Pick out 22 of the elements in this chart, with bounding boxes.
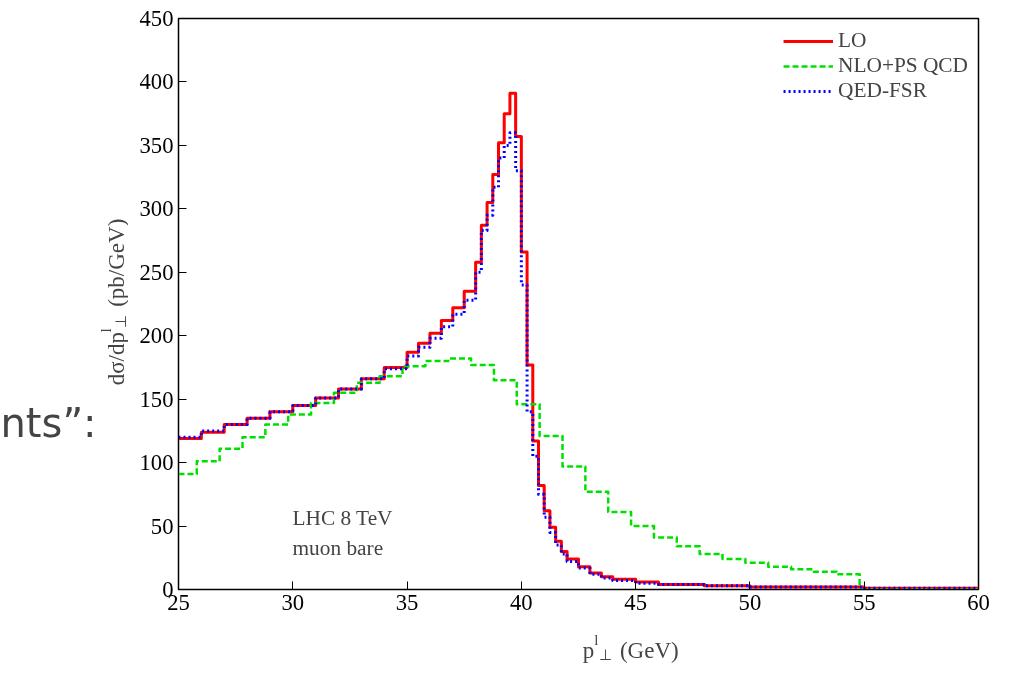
legend-label: QED-FSR (838, 78, 927, 103)
y-tick-label: 100 (139, 450, 174, 476)
y-tick-label: 50 (150, 513, 174, 539)
x-tick-label: 50 (738, 589, 762, 615)
y-tick-label: 350 (139, 132, 174, 158)
y-tick-label: 200 (139, 323, 174, 349)
x-tick-label: 45 (624, 589, 647, 615)
annotation: LHC 8 TeV (292, 505, 394, 530)
legend-label: NLO+PS QCD (838, 53, 968, 78)
x-tick-label: 55 (852, 589, 876, 615)
y-tick-label: 300 (139, 196, 174, 222)
y-tick-label: 250 (139, 259, 174, 285)
x-tick-label: 30 (281, 589, 305, 615)
x-tick-label: 40 (510, 589, 533, 615)
annotation: muon bare (292, 535, 384, 560)
y-tick-label: 400 (139, 69, 174, 95)
x-tick-label: 60 (967, 589, 990, 615)
y-tick-label: 450 (139, 6, 174, 31)
text: nts”: (0, 399, 97, 446)
y-tick-label: 150 (139, 386, 174, 412)
legend-label: LO (838, 28, 867, 53)
x-tick-label: 35 (395, 589, 419, 615)
